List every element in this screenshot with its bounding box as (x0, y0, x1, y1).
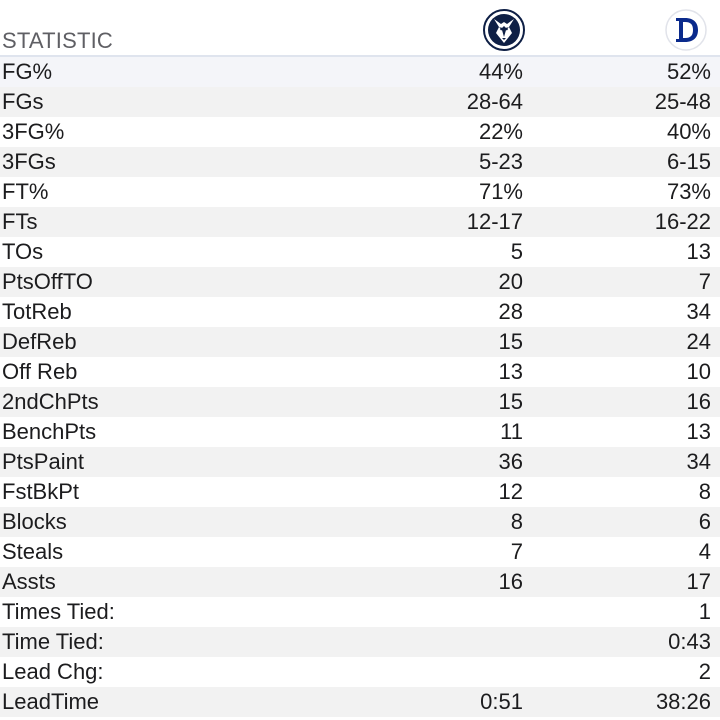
stat-label: Steals (2, 539, 64, 564)
home-value: 52% (666, 59, 711, 84)
table-row: Blocks 8 6 (0, 507, 720, 537)
table-row: FGs 28-64 25-48 (0, 87, 720, 117)
stat-label: Times Tied: (2, 599, 115, 624)
stat-label: Lead Chg: (2, 659, 104, 684)
table-row: FTs 12-17 16-22 (0, 207, 720, 237)
home-value: 13 (686, 419, 711, 444)
stat-label: PtsPaint (2, 449, 84, 474)
stat-label: FTs (2, 209, 38, 234)
stat-label: TOs (2, 239, 44, 264)
home-value: 34 (686, 299, 711, 324)
home-value: 73% (666, 179, 711, 204)
table-row: TOs 5 13 (0, 237, 720, 267)
stat-label: FGs (2, 89, 44, 114)
table-row: PtsOffTO 20 7 (0, 267, 720, 297)
stat-label: Assts (2, 569, 56, 594)
away-value: 15 (498, 329, 523, 354)
table-row: 3FGs 5-23 6-15 (0, 147, 720, 177)
statistic-header-label: STATISTIC (2, 28, 113, 53)
duke-d-logo-icon (665, 9, 707, 51)
table-row: Lead Chg: 2 (0, 657, 720, 687)
home-value: 25-48 (654, 89, 711, 114)
home-value: 8 (698, 479, 711, 504)
home-value: 17 (686, 569, 711, 594)
away-value: 16 (498, 569, 523, 594)
away-value: 8 (510, 509, 523, 534)
away-value: 13 (498, 359, 523, 384)
stat-label: 2ndChPts (2, 389, 99, 414)
stat-label: DefReb (2, 329, 77, 354)
home-value: 16-22 (654, 209, 711, 234)
table-row: PtsPaint 36 34 (0, 447, 720, 477)
home-value: 40% (666, 119, 711, 144)
table-row: BenchPts 11 13 (0, 417, 720, 447)
home-value: 24 (686, 329, 711, 354)
stat-label: Time Tied: (2, 629, 104, 654)
table-row: Off Reb 13 10 (0, 357, 720, 387)
home-value: 2 (698, 659, 711, 684)
away-value: 28 (498, 299, 523, 324)
table-row: FstBkPt 12 8 (0, 477, 720, 507)
stat-label: LeadTime (2, 689, 100, 714)
away-value: 36 (498, 449, 523, 474)
home-value: 38:26 (655, 689, 711, 714)
home-value: 0:43 (668, 629, 711, 654)
table-row: 2ndChPts 15 16 (0, 387, 720, 417)
away-value: 44% (478, 59, 523, 84)
stat-label: TotReb (2, 299, 72, 324)
away-value: 12 (498, 479, 523, 504)
away-value: 28-64 (466, 89, 523, 114)
home-value: 6-15 (666, 149, 711, 174)
table-row: 3FG% 22% 40% (0, 117, 720, 147)
stat-label: 3FGs (2, 149, 56, 174)
table-row: Time Tied: 0:43 (0, 627, 720, 657)
away-value: 20 (498, 269, 523, 294)
table-row: TotReb 28 34 (0, 297, 720, 327)
away-value: 22% (478, 119, 523, 144)
away-value: 11 (500, 419, 523, 444)
away-value: 71% (478, 179, 523, 204)
away-value: 15 (498, 389, 523, 414)
stat-label: BenchPts (2, 419, 97, 444)
home-value: 16 (686, 389, 711, 414)
home-value: 4 (698, 539, 711, 564)
stat-label: Off Reb (2, 359, 78, 384)
home-value: 7 (698, 269, 711, 294)
away-value: 5-23 (478, 149, 523, 174)
home-value: 1 (698, 599, 711, 624)
home-value: 10 (686, 359, 711, 384)
home-value: 13 (686, 239, 711, 264)
table-row: FT% 71% 73% (0, 177, 720, 207)
home-value: 34 (686, 449, 711, 474)
stats-header: STATISTIC (0, 0, 720, 57)
table-row: LeadTime 0:51 38:26 (0, 687, 720, 717)
husky-logo-icon (483, 9, 525, 51)
stat-label: Blocks (2, 509, 67, 534)
table-row: Times Tied: 1 (0, 597, 720, 627)
table-row: FG% 44% 52% (0, 57, 720, 87)
away-value: 12-17 (466, 209, 523, 234)
table-row: Assts 16 17 (0, 567, 720, 597)
away-value: 5 (510, 239, 523, 264)
away-value: 7 (510, 539, 523, 564)
stat-label: 3FG% (2, 119, 65, 144)
stat-label: FT% (2, 179, 49, 204)
stat-label: FG% (2, 59, 53, 84)
home-value: 6 (698, 509, 711, 534)
away-value: 0:51 (480, 689, 523, 714)
table-row: DefReb 15 24 (0, 327, 720, 357)
table-row: Steals 7 4 (0, 537, 720, 567)
stat-label: FstBkPt (2, 479, 80, 504)
stat-label: PtsOffTO (2, 269, 93, 294)
